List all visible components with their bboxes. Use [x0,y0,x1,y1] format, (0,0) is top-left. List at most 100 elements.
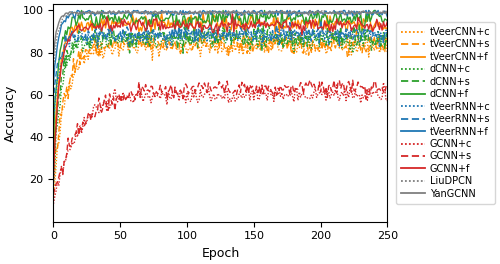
tVeerCNN+c [302,49,308,53]
dCNN+s [203,35,209,39]
Line: dCNN+c: dCNN+c [54,27,388,184]
dCNN+f [182,20,188,23]
tVeerCNN+s [354,26,360,30]
tVeerCNN+f [278,23,283,26]
tVeerCNN+s [276,32,282,35]
tVeerRNN+s [318,19,324,22]
GCNN+s [252,91,258,94]
YanGCNN [278,11,283,14]
Line: dCNN+f: dCNN+f [54,11,388,142]
tVeerCNN+s [203,45,209,48]
dCNN+s [50,163,56,167]
tVeerCNN+c [248,42,254,45]
tVeerRNN+c [384,35,390,38]
tVeerRNN+f [74,9,80,12]
dCNN+s [248,40,254,43]
GCNN+c [50,202,56,205]
YanGCNN [126,9,132,12]
Line: YanGCNN: YanGCNN [54,11,388,56]
Line: tVeerCNN+s: tVeerCNN+s [54,28,388,179]
dCNN+c [250,38,256,41]
GCNN+s [302,84,308,88]
dCNN+c [303,35,309,38]
tVeerRNN+f [250,12,256,15]
dCNN+c [278,42,283,45]
tVeerRNN+c [278,29,283,32]
tVeerRNN+f [204,11,210,15]
Line: LiuDPCN: LiuDPCN [54,11,388,71]
tVeerCNN+c [182,45,188,48]
X-axis label: Epoch: Epoch [202,247,239,260]
LiuDPCN [303,11,309,14]
tVeerRNN+s [248,30,254,34]
GCNN+s [203,86,209,89]
tVeerCNN+f [254,11,260,14]
tVeerRNN+s [203,33,209,36]
dCNN+c [384,42,390,45]
LiuDPCN [384,12,390,15]
dCNN+f [303,16,309,19]
Legend: tVeerCNN+c, tVeerCNN+s, tVeerCNN+f, dCNN+c, dCNN+s, dCNN+f, tVeerRNN+c, tVeerRNN: tVeerCNN+c, tVeerCNN+s, tVeerCNN+f, dCNN… [396,22,496,204]
GCNN+f [384,20,390,23]
Line: tVeerCNN+f: tVeerCNN+f [54,12,388,164]
GCNN+f [303,20,309,23]
tVeerCNN+c [330,25,336,28]
dCNN+f [78,9,84,12]
tVeerRNN+s [276,43,282,46]
tVeerCNN+s [50,177,56,180]
dCNN+s [276,37,282,40]
Y-axis label: Accuracy: Accuracy [4,84,17,142]
GCNN+f [250,25,256,29]
dCNN+f [204,18,210,21]
tVeerRNN+f [254,13,260,16]
dCNN+c [220,25,226,28]
dCNN+s [356,23,362,26]
GCNN+s [384,84,390,88]
tVeerRNN+s [182,35,188,38]
GCNN+f [278,25,283,28]
GCNN+s [307,78,313,82]
tVeerCNN+c [384,51,390,55]
GCNN+f [50,180,56,183]
LiuDPCN [276,11,282,14]
Line: tVeerRNN+s: tVeerRNN+s [54,21,388,101]
tVeerRNN+s [252,37,258,40]
GCNN+s [50,193,56,196]
tVeerRNN+f [303,11,309,14]
tVeerRNN+s [384,36,390,39]
YanGCNN [182,12,188,16]
tVeerRNN+f [50,82,56,85]
dCNN+f [50,141,56,144]
tVeerCNN+c [276,49,282,52]
LiuDPCN [248,12,254,15]
dCNN+c [50,183,56,186]
YanGCNN [204,11,210,14]
tVeerCNN+s [248,36,254,39]
tVeerCNN+f [248,14,254,17]
dCNN+c [254,38,260,41]
tVeerCNN+f [303,17,309,20]
Line: tVeerRNN+c: tVeerRNN+c [54,22,388,124]
tVeerCNN+s [252,43,258,46]
Line: dCNN+s: dCNN+s [54,24,388,165]
tVeerCNN+s [302,43,308,46]
GCNN+f [230,11,235,15]
tVeerRNN+f [384,15,390,18]
tVeerRNN+c [254,39,260,42]
GCNN+c [276,89,282,92]
dCNN+s [302,40,308,43]
tVeerCNN+s [182,44,188,47]
GCNN+c [203,91,209,95]
tVeerCNN+f [182,18,188,22]
GCNN+c [380,81,386,84]
tVeerCNN+c [203,46,209,49]
dCNN+s [384,30,390,33]
Line: GCNN+f: GCNN+f [54,13,388,182]
YanGCNN [303,11,309,14]
dCNN+f [254,11,260,14]
tVeerCNN+f [252,26,258,29]
GCNN+c [182,93,188,96]
dCNN+f [250,13,256,16]
tVeerRNN+c [204,40,210,44]
Line: GCNN+s: GCNN+s [54,80,388,194]
